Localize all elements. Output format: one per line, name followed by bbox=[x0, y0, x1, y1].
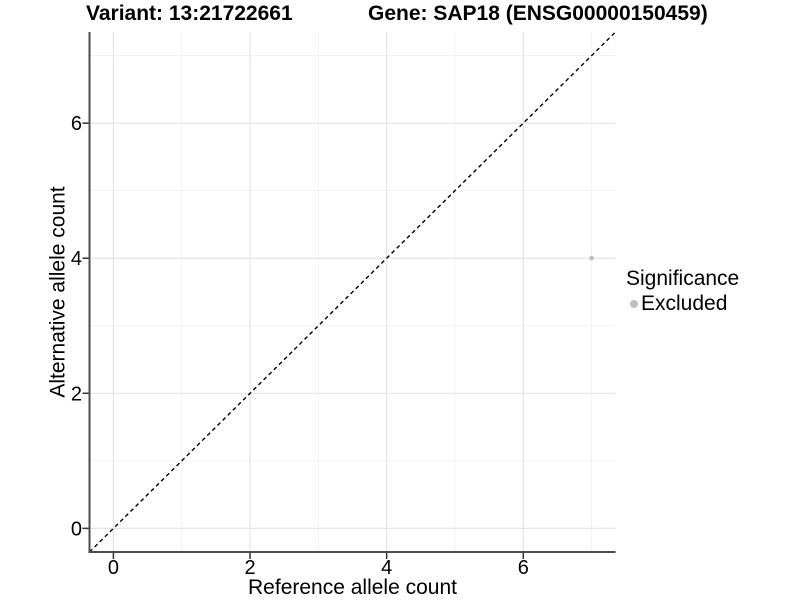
x-tick-label: 0 bbox=[108, 557, 119, 579]
legend-key bbox=[626, 296, 641, 311]
y-tick-label: 4 bbox=[71, 248, 82, 270]
legend-item-label: Excluded bbox=[641, 292, 728, 315]
legend-item: Excluded bbox=[626, 291, 739, 316]
plot-title-variant: Variant: 13:21722661 bbox=[86, 2, 293, 25]
x-axis-title: Reference allele count bbox=[248, 576, 457, 599]
x-tick-label: 2 bbox=[244, 557, 255, 579]
identity-line bbox=[89, 31, 616, 553]
plot-title-gene: Gene: SAP18 (ENSG00000150459) bbox=[368, 2, 708, 25]
legend-title: Significance bbox=[626, 267, 740, 290]
y-tick-label: 0 bbox=[71, 518, 82, 540]
x-tick-label: 4 bbox=[381, 557, 392, 579]
legend-point-icon bbox=[629, 299, 638, 308]
legend-items: Excluded bbox=[626, 291, 739, 316]
y-axis-title: Alternative allele count bbox=[46, 186, 70, 398]
y-tick-label: 6 bbox=[71, 113, 82, 135]
y-tick-label: 2 bbox=[71, 383, 82, 405]
data-point bbox=[589, 255, 594, 261]
legend: Significance Excluded bbox=[626, 266, 739, 316]
x-tick-label: 6 bbox=[518, 557, 529, 579]
